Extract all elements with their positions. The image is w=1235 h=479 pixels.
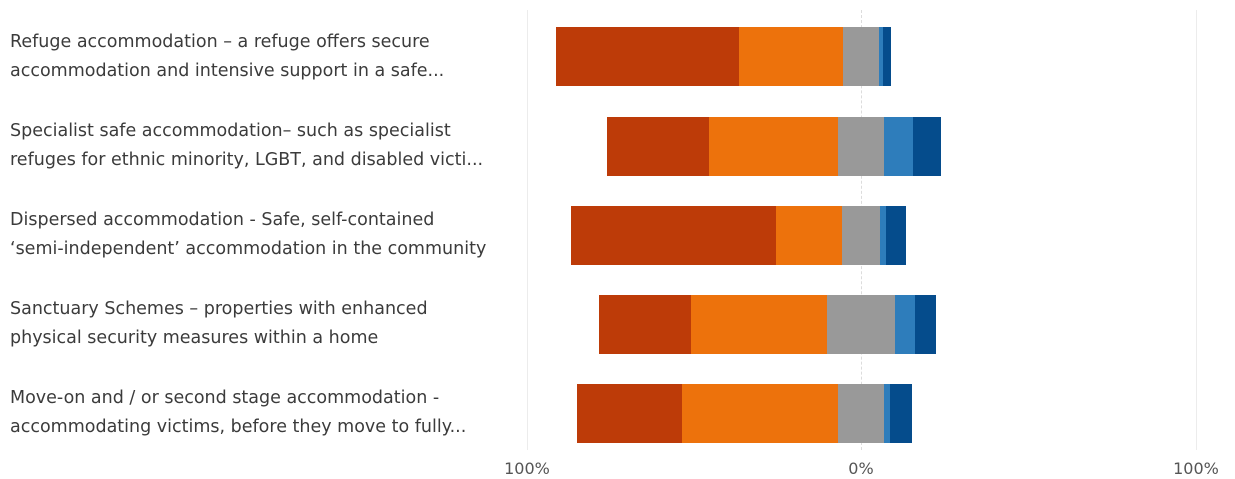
bar-segment xyxy=(880,206,887,265)
bar-segment xyxy=(886,206,907,265)
bar-segment xyxy=(738,27,843,86)
bar-segment xyxy=(827,295,895,354)
category-label-line: Sanctuary Schemes – properties with enha… xyxy=(10,299,428,319)
bar-segment xyxy=(894,295,915,354)
category-label-line: Dispersed accommodation - Safe, self-con… xyxy=(10,210,435,230)
bar-segment xyxy=(883,117,913,176)
category-label-line: accommodating victims, before they move … xyxy=(10,417,467,437)
category-label-line: ‘semi-independent’ accommodation in the … xyxy=(10,239,487,259)
bar-segment xyxy=(598,295,691,354)
right-gridline xyxy=(1196,10,1197,450)
x-tick-label-right: 100% xyxy=(1173,459,1219,478)
bar-segment xyxy=(838,117,884,176)
category-label-line: Refuge accommodation – a refuge offers s… xyxy=(10,32,430,52)
bar-segment xyxy=(682,384,839,443)
bar-segment xyxy=(883,384,890,443)
category-label-sanctuary: Sanctuary Schemes – properties with enha… xyxy=(10,295,510,353)
bar-segment xyxy=(571,206,776,265)
x-tick-label-left: 100% xyxy=(504,459,550,478)
category-label-specialist: Specialist safe accommodation– such as s… xyxy=(10,117,510,175)
left-gridline xyxy=(527,10,528,450)
bar-segment xyxy=(709,117,839,176)
x-tick-label-zero: 0% xyxy=(848,459,874,478)
category-label-line: physical security measures within a home xyxy=(10,328,379,348)
bar-segment xyxy=(912,117,941,176)
bar-segment xyxy=(879,27,884,86)
bar-segment xyxy=(889,384,912,443)
category-label-line: refuges for ethnic minority, LGBT, and d… xyxy=(10,150,484,170)
bar-segment xyxy=(915,295,937,354)
category-label-line: Specialist safe accommodation– such as s… xyxy=(10,121,451,141)
category-label-move-on: Move-on and / or second stage accommodat… xyxy=(10,384,510,442)
category-label-line: accommodation and intensive support in a… xyxy=(10,61,445,81)
bar-segment xyxy=(842,27,880,86)
category-label-line: Move-on and / or second stage accommodat… xyxy=(10,388,440,408)
category-label-refuge: Refuge accommodation – a refuge offers s… xyxy=(10,28,510,86)
bar-segment xyxy=(576,384,683,443)
bar-segment xyxy=(841,206,881,265)
bar-segment xyxy=(556,27,739,86)
bar-segment xyxy=(838,384,884,443)
bar-segment xyxy=(607,117,710,176)
bar-segment xyxy=(690,295,828,354)
bar-segment xyxy=(775,206,842,265)
bar-segment xyxy=(883,27,892,86)
category-label-dispersed: Dispersed accommodation - Safe, self-con… xyxy=(10,206,510,264)
